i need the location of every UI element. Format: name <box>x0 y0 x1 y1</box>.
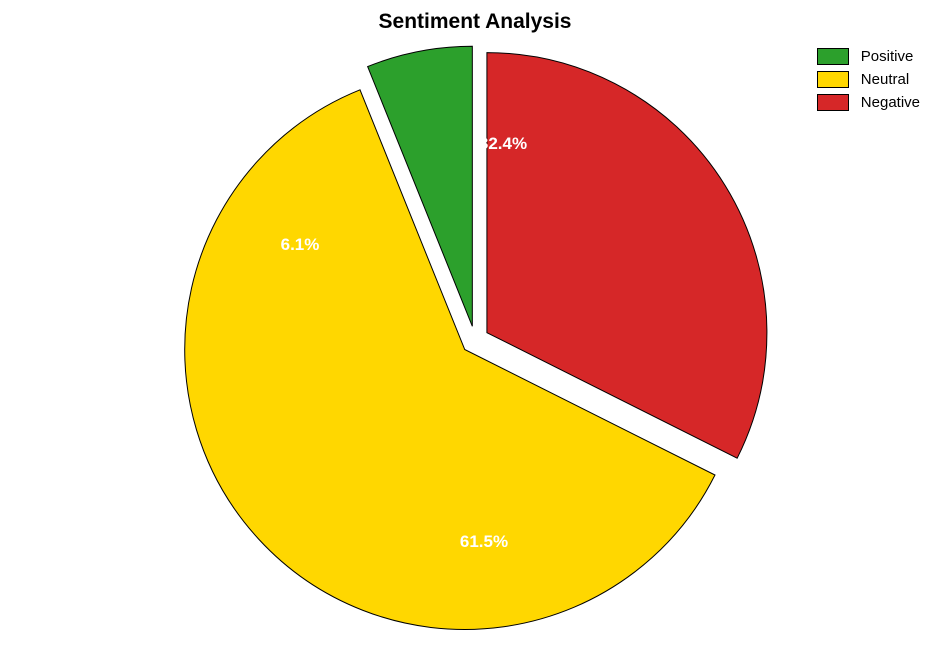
legend-swatch-negative <box>817 94 849 111</box>
legend-swatch-neutral <box>817 71 849 88</box>
pie-chart-svg <box>0 0 950 662</box>
legend-item-neutral: Neutral <box>817 71 920 88</box>
legend: Positive Neutral Negative <box>817 48 920 117</box>
legend-swatch-positive <box>817 48 849 65</box>
legend-item-positive: Positive <box>817 48 920 65</box>
legend-label-negative: Negative <box>861 94 920 111</box>
legend-label-positive: Positive <box>861 48 914 65</box>
slice-label-negative: 32.4% <box>479 134 527 154</box>
slice-label-positive: 6.1% <box>281 235 320 255</box>
legend-label-neutral: Neutral <box>861 71 909 88</box>
legend-item-negative: Negative <box>817 94 920 111</box>
slice-label-neutral: 61.5% <box>460 532 508 552</box>
